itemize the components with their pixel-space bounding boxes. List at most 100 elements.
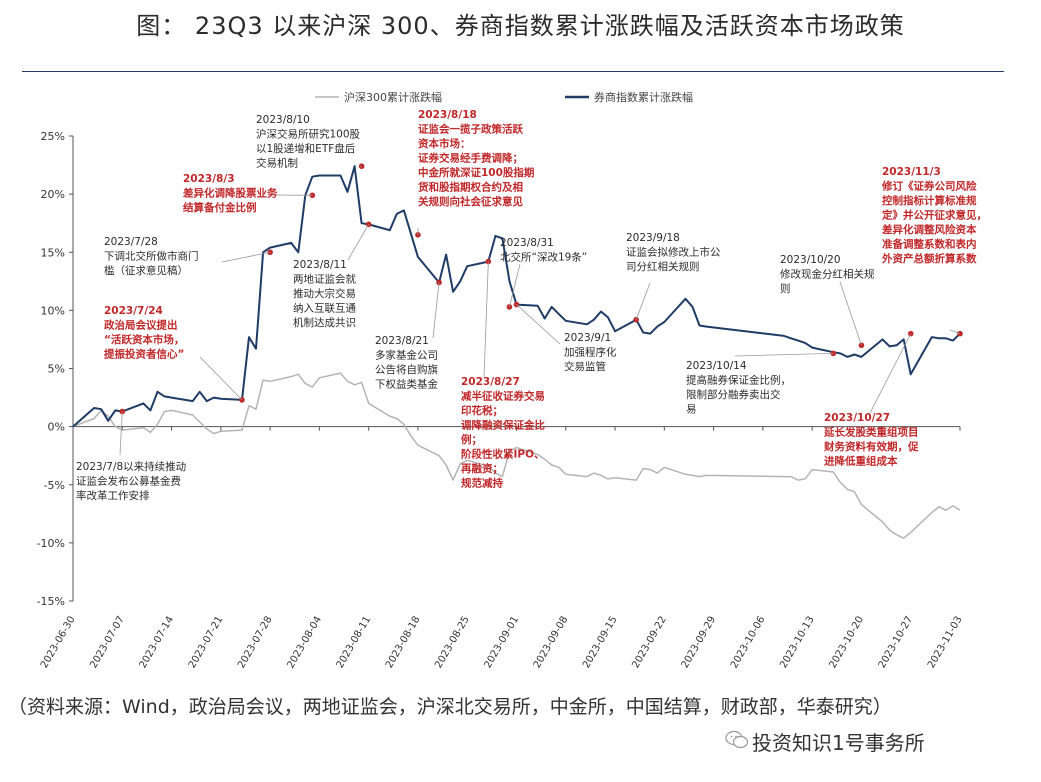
y-tick-label: 15%	[41, 246, 65, 259]
annotation-leader	[359, 165, 362, 168]
x-tick-label: 2023-08-25	[433, 614, 472, 670]
annotation-line: 2023/11/3	[882, 166, 941, 178]
annotation-leaders	[119, 165, 961, 456]
annotation-line: 2023/8/18	[418, 109, 477, 121]
annotation-line: 政治局会议提出	[104, 319, 178, 332]
legend: 沪深300累计涨跌幅 券商指数累计涨跌幅	[315, 90, 693, 104]
annotation-line: 北交所“深改19条”	[500, 251, 587, 264]
source-note: （资料来源：Wind，政治局会议，两地证监会，沪深北交易所，中金所，中国结算，财…	[8, 696, 892, 718]
annotation-line: 2023/8/31	[500, 237, 554, 249]
annotation-line: 减半征收证券交易	[461, 390, 545, 403]
annotation-leader	[509, 263, 521, 307]
annotation-line: 延长发股类重组项目	[823, 426, 919, 439]
annotation-line: 准备调整系数和表内	[882, 238, 977, 251]
annotation-leader	[516, 304, 561, 345]
x-tick-label: 2023-10-06	[729, 614, 768, 670]
event-marker	[358, 163, 365, 170]
x-tick-label: 2023-07-14	[138, 614, 177, 670]
x-tick-label: 2023-09-08	[532, 614, 571, 670]
annotation-line: 证监会一揽子政策活跃	[418, 123, 523, 136]
legend-label: 券商指数累计涨跌幅	[594, 90, 693, 104]
annotation-leader	[734, 352, 834, 357]
x-tick-label: 2023-08-18	[384, 614, 423, 670]
chart-title: 图： 23Q3 以来沪深 300、券商指数累计涨跌幅及活跃资本市场政策	[136, 12, 905, 40]
x-tick-label: 2023-09-29	[680, 614, 719, 670]
annotation-line: 2023/8/10	[256, 114, 310, 126]
annotation-line: 2023/7/24	[104, 305, 163, 317]
annotation-line: 提高融券保证金比例，	[686, 374, 791, 387]
annotation: 2023/8/31 北交所“深改19条”	[500, 237, 587, 264]
y-tick-label: 0%	[48, 421, 65, 434]
annotation-line: 2023/8/11	[293, 259, 347, 271]
annotation-line: 调降融资保证金比	[461, 419, 545, 432]
x-tick-label: 2023-07-21	[187, 614, 226, 670]
annotation-line: 下调北交所做市商门	[104, 250, 199, 263]
event-marker	[365, 221, 372, 228]
event-marker	[309, 192, 316, 199]
annotation-line: 外资产总额折算系数	[881, 252, 977, 265]
y-tick-label: 5%	[48, 363, 65, 376]
annotation-line: 2023/8/3	[183, 173, 235, 185]
annotation-leader	[221, 251, 271, 263]
x-tick-label: 2023-10-27	[877, 614, 916, 670]
annotation-line: 下权益类基金	[375, 378, 438, 391]
annotation-leader	[347, 224, 370, 261]
annotation-line: 定》并公开征求意见，	[881, 209, 987, 222]
annotation-line: 2023/10/20	[780, 254, 841, 266]
annotation-line: 2023/10/27	[824, 412, 890, 424]
annotation-line: 进降低重组成本	[824, 455, 898, 468]
annotation-line: 货和股指期权合约及相	[417, 181, 523, 194]
x-tick-label: 2023-08-04	[285, 614, 324, 670]
x-tick-label: 2023-07-28	[236, 614, 275, 670]
annotation-leader	[949, 329, 961, 335]
title-divider	[22, 71, 1004, 72]
annotation-line: 槛（征求意见稿）	[104, 264, 188, 277]
y-tick-label: -5%	[44, 479, 65, 492]
annotation-line: 2023/7/8以来持续推动	[76, 460, 186, 473]
legend-label: 沪深300累计涨跌幅	[344, 90, 442, 104]
annotation-line: 2023/9/1	[564, 332, 611, 344]
x-tick-label: 2023-11-03	[926, 614, 965, 670]
line-chart: 沪深300累计涨跌幅 券商指数累计涨跌幅 25% 20% 15% 10% 5% 0% -5% -…	[37, 90, 987, 670]
annotation-line: 控制指标计算标准规	[882, 194, 977, 207]
annotation-line: 多家基金公司	[375, 349, 438, 362]
x-tick-label: 2023-09-22	[630, 614, 669, 670]
annotation-line: 2023/9/18	[626, 232, 680, 244]
annotation-line: 证监会拟修改上市公	[626, 246, 721, 259]
annotation-line: 阶段性收紧IPO、	[461, 448, 545, 461]
annotation-line: 两地证监会就	[293, 273, 356, 286]
annotation-line: 推动大宗交易	[293, 287, 356, 300]
annotation: 2023/7/24 政治局会议提出“活跃资本市场， 提振投资者信心”	[104, 305, 184, 361]
series-line-csi300	[72, 372, 961, 539]
annotation-line: 再融资；	[461, 462, 503, 475]
x-tick-label: 2023-06-30	[39, 614, 78, 670]
annotation-line: 例；	[461, 433, 482, 446]
x-tick-label: 2023-09-01	[483, 614, 522, 670]
annotation-line: 沪深交易所研究100股	[256, 128, 361, 141]
event-marker	[485, 258, 492, 265]
annotation-line: 规范减持	[461, 477, 503, 490]
y-tick-label: 25%	[41, 130, 65, 143]
annotations: 2023/8/10沪深交易所研究100股以1股递增和ETF盘后交易机制2023/…	[76, 109, 987, 502]
y-tick-label: -10%	[37, 537, 65, 550]
annotation-leader	[869, 333, 912, 414]
annotation-line: 修订《证券公司风险	[881, 180, 977, 193]
annotation-line: 关规则向社会征求意见	[418, 195, 523, 208]
watermark: 投资知识1号事务所	[752, 731, 925, 755]
annotation-line: 公告将自购旗	[375, 363, 438, 376]
annotation-line: 资本市场：	[418, 137, 471, 150]
annotation-line: 2023/8/21	[375, 335, 429, 347]
annotation-leader	[432, 282, 440, 339]
x-tick-label: 2023-08-11	[335, 614, 374, 670]
annotation-line: 2023/7/28	[104, 236, 158, 248]
annotation-line: 机制达成共识	[293, 316, 356, 329]
annotation-line: 司分红相关规则	[626, 260, 700, 273]
annotation-line: 限制部分融券卖出交	[686, 388, 781, 401]
